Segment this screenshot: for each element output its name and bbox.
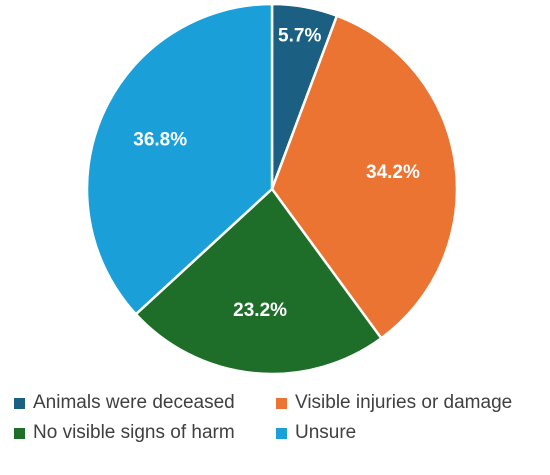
data-label-unsure: 36.8%: [133, 129, 187, 150]
legend-label: Animals were deceased: [33, 392, 235, 413]
legend-swatch: [14, 397, 25, 409]
legend-swatch: [14, 427, 25, 439]
legend-swatch: [276, 397, 287, 409]
legend-item-animals-were-deceased: Animals were deceased: [14, 392, 276, 414]
legend-item-unsure: Unsure: [276, 422, 544, 444]
pie-chart: 5.7% 34.2% 23.2% 36.8%: [85, 2, 459, 376]
data-label-animals-were-deceased: 5.7%: [278, 26, 321, 47]
legend-item-no-visible-signs-of-harm: No visible signs of harm: [14, 422, 276, 444]
legend-label: Unsure: [295, 422, 357, 443]
legend-swatch: [276, 427, 287, 439]
legend-label: Visible injuries or damage: [295, 392, 513, 413]
legend-label: No visible signs of harm: [33, 422, 235, 443]
pie-slice-visible-injuries-or-damage: [270, 14, 459, 340]
chart-legend: Animals were deceased Visible injuries or…: [14, 392, 544, 444]
pie-slice-no-visible-signs-of-harm: [134, 187, 383, 376]
data-label-no-visible-signs-of-harm: 23.2%: [233, 300, 287, 321]
pie-slice-unsure: [85, 2, 274, 316]
data-label-visible-injuries-or-damage: 34.2%: [366, 162, 420, 183]
legend-item-visible-injuries-or-damage: Visible injuries or damage: [276, 392, 544, 414]
